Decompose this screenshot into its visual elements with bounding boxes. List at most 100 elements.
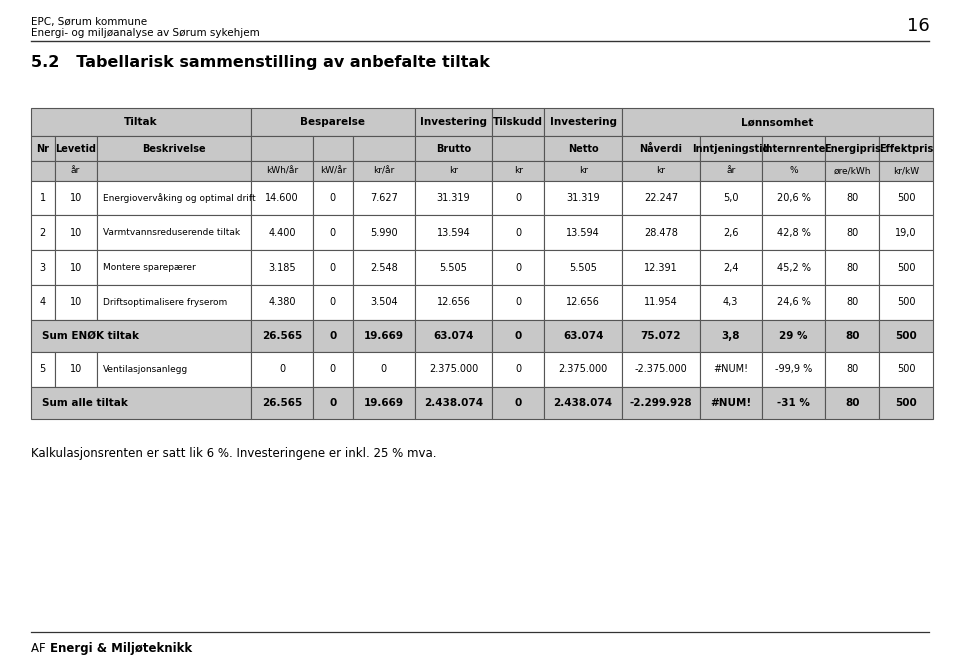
Bar bbox=[826, 215, 879, 250]
Text: Energiovervåking og optimal drift: Energiovervåking og optimal drift bbox=[104, 193, 256, 203]
Bar bbox=[55, 215, 97, 250]
Bar bbox=[761, 181, 826, 215]
Bar bbox=[492, 161, 544, 181]
Bar bbox=[252, 250, 313, 285]
Bar bbox=[492, 250, 544, 285]
Bar bbox=[31, 181, 55, 215]
Text: 80: 80 bbox=[846, 228, 858, 237]
Text: 63.074: 63.074 bbox=[563, 331, 604, 341]
Text: 2.438.074: 2.438.074 bbox=[424, 398, 483, 407]
Bar bbox=[31, 250, 55, 285]
Text: -2.299.928: -2.299.928 bbox=[630, 398, 692, 407]
Bar bbox=[544, 161, 622, 181]
Text: 22.247: 22.247 bbox=[644, 193, 678, 203]
Text: Varmtvannsreduserende tiltak: Varmtvannsreduserende tiltak bbox=[104, 228, 240, 237]
Text: Investering: Investering bbox=[550, 118, 616, 127]
Bar bbox=[761, 320, 826, 352]
Bar bbox=[700, 181, 761, 215]
Bar bbox=[700, 136, 761, 161]
Text: 0: 0 bbox=[330, 228, 336, 237]
Bar bbox=[761, 387, 826, 419]
Bar bbox=[415, 352, 492, 387]
Text: Effektpris: Effektpris bbox=[879, 144, 933, 153]
Text: 2: 2 bbox=[39, 228, 46, 237]
Bar bbox=[879, 215, 933, 250]
Bar bbox=[826, 387, 879, 419]
Bar bbox=[55, 161, 97, 181]
Bar bbox=[544, 285, 622, 320]
Text: Levetid: Levetid bbox=[55, 144, 96, 153]
Text: 12.656: 12.656 bbox=[437, 298, 470, 307]
Text: #NUM!: #NUM! bbox=[713, 365, 748, 374]
Bar bbox=[252, 136, 313, 161]
Bar bbox=[97, 136, 252, 161]
Bar bbox=[700, 215, 761, 250]
Bar bbox=[415, 285, 492, 320]
Bar bbox=[97, 161, 252, 181]
Text: 80: 80 bbox=[845, 331, 859, 341]
Bar bbox=[544, 108, 622, 136]
Text: Energipris: Energipris bbox=[824, 144, 880, 153]
Text: 2.375.000: 2.375.000 bbox=[559, 365, 608, 374]
Text: 28.478: 28.478 bbox=[644, 228, 678, 237]
Bar bbox=[879, 285, 933, 320]
Text: 0: 0 bbox=[330, 298, 336, 307]
Bar bbox=[879, 250, 933, 285]
Bar bbox=[313, 250, 352, 285]
Text: 2.548: 2.548 bbox=[370, 263, 397, 272]
Bar bbox=[55, 352, 97, 387]
Text: 19.669: 19.669 bbox=[364, 398, 404, 407]
Bar bbox=[415, 320, 492, 352]
Bar bbox=[252, 161, 313, 181]
Bar bbox=[544, 250, 622, 285]
Bar bbox=[55, 181, 97, 215]
Bar bbox=[415, 387, 492, 419]
Bar bbox=[622, 285, 700, 320]
Text: 12.656: 12.656 bbox=[566, 298, 600, 307]
Text: EPC, Sørum kommune: EPC, Sørum kommune bbox=[31, 17, 147, 27]
Bar bbox=[622, 320, 700, 352]
Text: 29 %: 29 % bbox=[780, 331, 807, 341]
Text: 80: 80 bbox=[846, 263, 858, 272]
Text: kr: kr bbox=[657, 166, 665, 175]
Bar bbox=[252, 320, 313, 352]
Text: 4,3: 4,3 bbox=[723, 298, 738, 307]
Bar bbox=[55, 250, 97, 285]
Text: #NUM!: #NUM! bbox=[710, 398, 752, 407]
Bar bbox=[544, 215, 622, 250]
Text: Sum alle tiltak: Sum alle tiltak bbox=[42, 398, 128, 407]
Bar bbox=[352, 352, 415, 387]
Text: 10: 10 bbox=[69, 365, 82, 374]
Bar bbox=[879, 136, 933, 161]
Text: AF: AF bbox=[31, 642, 49, 654]
Text: Investering: Investering bbox=[420, 118, 487, 127]
Bar bbox=[415, 215, 492, 250]
Bar bbox=[31, 387, 252, 419]
Text: Tiltak: Tiltak bbox=[124, 118, 157, 127]
Bar bbox=[622, 108, 933, 136]
Text: 80: 80 bbox=[846, 298, 858, 307]
Bar bbox=[492, 215, 544, 250]
Text: 31.319: 31.319 bbox=[566, 193, 600, 203]
Bar bbox=[415, 250, 492, 285]
Bar bbox=[492, 320, 544, 352]
Bar bbox=[761, 250, 826, 285]
Text: -31 %: -31 % bbox=[777, 398, 810, 407]
Bar bbox=[313, 161, 352, 181]
Text: 10: 10 bbox=[69, 228, 82, 237]
Text: 500: 500 bbox=[897, 298, 916, 307]
Bar bbox=[415, 136, 492, 161]
Bar bbox=[761, 161, 826, 181]
Bar bbox=[97, 285, 252, 320]
Bar bbox=[700, 352, 761, 387]
Text: Montere sparepærer: Montere sparepærer bbox=[104, 263, 196, 272]
Text: 500: 500 bbox=[897, 263, 916, 272]
Text: 500: 500 bbox=[896, 398, 917, 407]
Bar bbox=[492, 285, 544, 320]
Bar bbox=[492, 352, 544, 387]
Text: 10: 10 bbox=[69, 298, 82, 307]
Text: 0: 0 bbox=[516, 263, 521, 272]
Text: 10: 10 bbox=[69, 193, 82, 203]
Bar bbox=[313, 320, 352, 352]
Text: 3.504: 3.504 bbox=[370, 298, 397, 307]
